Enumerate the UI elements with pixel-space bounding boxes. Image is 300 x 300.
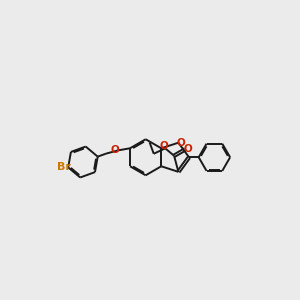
Text: Br: Br: [57, 162, 70, 172]
Text: O: O: [159, 141, 168, 151]
Text: O: O: [184, 144, 193, 154]
Text: O: O: [176, 138, 185, 148]
Text: O: O: [111, 145, 120, 155]
